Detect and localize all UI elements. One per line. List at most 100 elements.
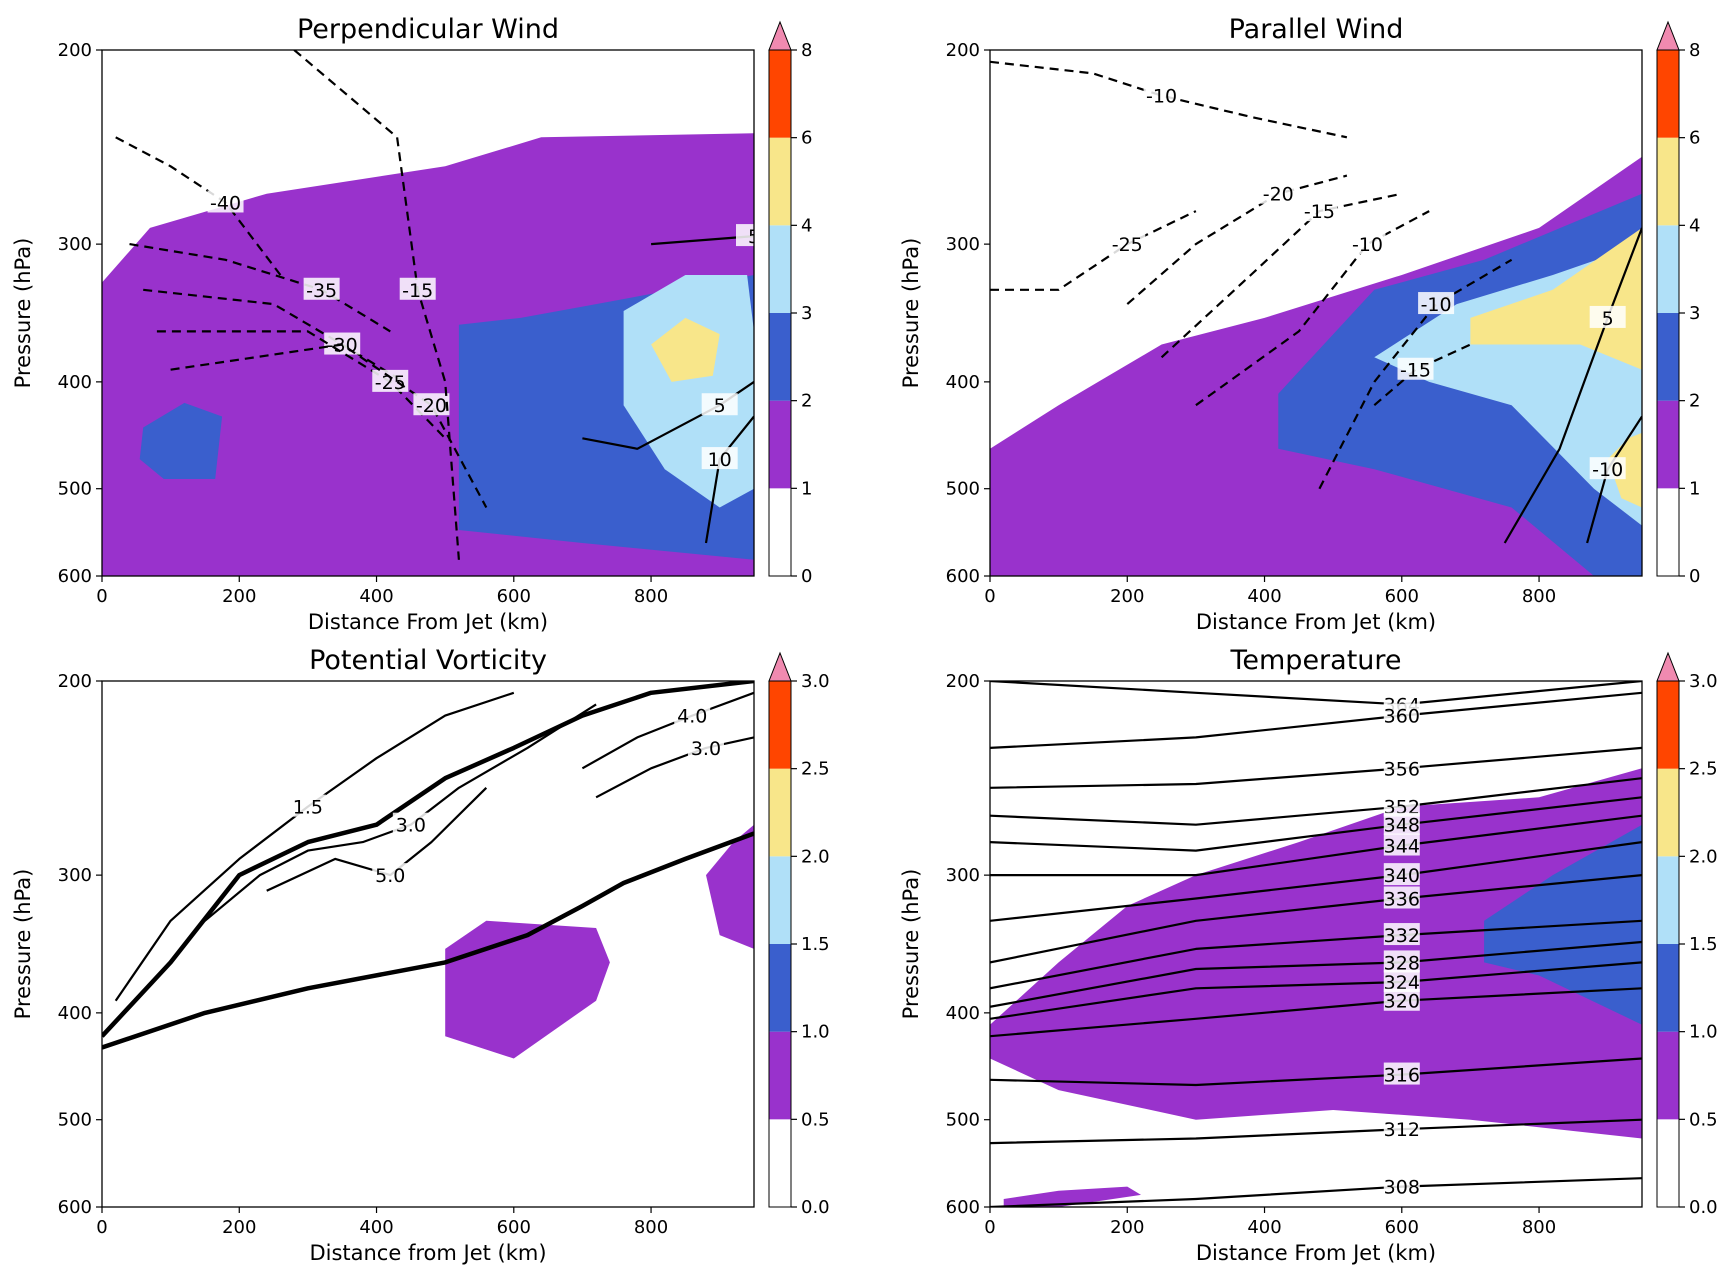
contour-line xyxy=(115,136,282,276)
contour-line xyxy=(102,681,754,1038)
colorbar-extend-arrow xyxy=(768,20,792,51)
contour-label-bg xyxy=(399,277,436,300)
contour-label: 348 xyxy=(1384,815,1420,837)
colorbar-segment xyxy=(1657,768,1679,857)
contour-label: 5 xyxy=(714,395,726,417)
x-tick-label: 800 xyxy=(1522,1217,1556,1238)
contour-label-bg xyxy=(1383,1117,1420,1140)
contour-line xyxy=(990,940,1642,1008)
x-axis-label: Distance from Jet (km) xyxy=(309,1241,546,1265)
contour-label-bg xyxy=(736,224,754,247)
colorbar-segment xyxy=(1657,856,1679,944)
x-axis-label: Distance From Jet (km) xyxy=(1196,610,1436,634)
contour-label-bg xyxy=(303,277,340,300)
colorbar-tick-label: 2 xyxy=(1689,391,1700,412)
chart-title: Potential Vorticity xyxy=(309,645,547,676)
colorbar-tick-label: 1.5 xyxy=(1689,934,1718,955)
x-tick-label: 0 xyxy=(984,1217,995,1238)
contour-line xyxy=(1373,343,1471,407)
y-tick-label: 400 xyxy=(946,1003,980,1024)
colorbar-tick-label: 3.0 xyxy=(801,671,830,692)
contour-line xyxy=(1318,258,1513,490)
colorbar-segment xyxy=(1657,681,1679,769)
y-tick-label: 200 xyxy=(946,40,980,61)
colorbar-tick-label: 1.0 xyxy=(801,1022,830,1043)
x-tick-label: 800 xyxy=(634,586,668,607)
contour-label: 3.0 xyxy=(396,815,426,837)
colorbar-tick-label: 2.0 xyxy=(801,846,830,867)
colorbar-tick-label: 1.5 xyxy=(801,934,830,955)
colorbar-segment xyxy=(1657,137,1679,226)
contour-label-bg xyxy=(1260,181,1297,204)
panel-temperature: 3643603563523483443403363323283243203163… xyxy=(899,645,1718,1265)
colorbar-tick-label: 0 xyxy=(1689,566,1700,587)
filled-region-yellow xyxy=(651,317,720,382)
contour-line xyxy=(102,831,754,1050)
x-tick-label: 200 xyxy=(222,1217,256,1238)
contour-label: 344 xyxy=(1384,836,1420,858)
contour-line xyxy=(990,1177,1642,1207)
contour-label: 3.0 xyxy=(691,738,721,760)
contour-line xyxy=(990,874,1642,964)
x-tick-label: 600 xyxy=(1385,586,1419,607)
contour-line xyxy=(990,60,1348,139)
colorbar-segment xyxy=(1657,400,1679,489)
contour-label-bg xyxy=(1383,886,1420,909)
y-tick-label: 500 xyxy=(946,479,980,500)
contour-label-bg xyxy=(1589,457,1626,480)
colorbar-segment xyxy=(769,225,791,313)
contour-line xyxy=(1503,227,1642,544)
contour-label-bg xyxy=(372,369,409,392)
colorbar-segment xyxy=(769,400,791,489)
contour-label: 340 xyxy=(1384,865,1420,887)
y-tick-label: 300 xyxy=(58,234,92,255)
y-tick-label: 200 xyxy=(946,671,980,692)
colorbar-segment xyxy=(769,856,791,944)
colorbar-tick-label: 3.0 xyxy=(1689,671,1718,692)
contour-label-bg xyxy=(1301,199,1338,222)
x-axis-label: Distance From Jet (km) xyxy=(308,610,548,634)
contour-label-bg xyxy=(1349,232,1386,255)
chart-title: Parallel Wind xyxy=(1229,14,1404,45)
colorbar-segment xyxy=(769,1031,791,1120)
y-tick-label: 600 xyxy=(946,1197,980,1218)
plot-frame xyxy=(989,49,1643,577)
contour-line xyxy=(990,987,1642,1038)
y-tick-label: 300 xyxy=(58,865,92,886)
contour-label: 5 xyxy=(1602,308,1614,330)
contour-label: -35 xyxy=(306,280,337,302)
contour-label: 336 xyxy=(1384,888,1420,910)
colorbar-tick-label: 0.5 xyxy=(801,1109,830,1130)
contour-lines: -10 -25 -20 -15 -10 -10 -15 5 -10 xyxy=(990,60,1642,544)
colorbar-segment xyxy=(1657,50,1679,138)
plot-frame xyxy=(101,680,755,1208)
contour-line xyxy=(990,961,1642,1020)
y-tick-label: 500 xyxy=(946,1110,980,1131)
colorbar-tick-label: 3 xyxy=(1689,303,1700,324)
x-tick-label: 800 xyxy=(634,1217,668,1238)
contour-label: -25 xyxy=(1112,234,1143,256)
y-axis-label: Pressure (hPa) xyxy=(11,869,35,1020)
colorbar-tick-label: 1 xyxy=(1689,478,1700,499)
colorbar-segment xyxy=(769,488,791,576)
contour-label: -10 xyxy=(1421,294,1452,316)
colorbar-segment xyxy=(769,768,791,857)
colorbar-segment xyxy=(769,313,791,401)
y-axis-label: Pressure (hPa) xyxy=(899,869,923,1020)
contour-line xyxy=(990,777,1642,826)
contour-label-bg xyxy=(1143,83,1180,106)
colorbar-tick-label: 2 xyxy=(801,391,812,412)
contour-line xyxy=(990,814,1642,877)
y-tick-label: 500 xyxy=(58,1110,92,1131)
colorbar-segment xyxy=(1657,488,1679,576)
colorbar-tick-label: 2.5 xyxy=(801,759,830,780)
colorbar: 0.0 0.5 1.0 1.5 2.0 2.5 3.0 xyxy=(1656,651,1718,1218)
chart-title: Temperature xyxy=(1229,645,1401,676)
x-tick-label: 200 xyxy=(1110,586,1144,607)
colorbar-segment xyxy=(769,50,791,138)
y-tick-label: 600 xyxy=(58,566,92,587)
contour-label-bg xyxy=(701,447,738,470)
x-tick-label: 0 xyxy=(96,586,107,607)
x-tick-label: 200 xyxy=(1110,1217,1144,1238)
